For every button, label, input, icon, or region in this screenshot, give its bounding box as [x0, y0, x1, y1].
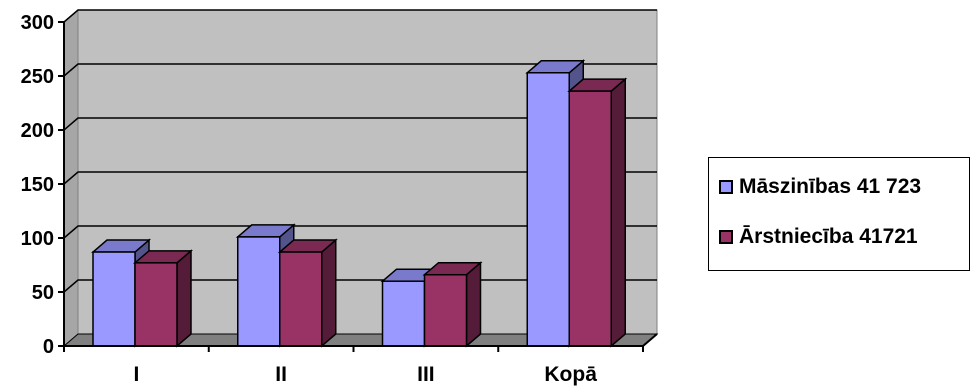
gridlines: [63, 9, 657, 293]
y-tick-label-3: 150: [21, 174, 54, 196]
bar-1-4: [526, 72, 570, 347]
y-tick-label-4: 200: [21, 120, 54, 142]
bar-2-4: [568, 90, 612, 347]
bar-1-1: [92, 251, 136, 347]
bar-2-1: [134, 262, 178, 347]
gridline-5: [63, 63, 657, 77]
legend-item-series-2: Ārstniecība 41721: [719, 222, 918, 252]
y-tick-label-6: 300: [21, 12, 54, 34]
y-tick-label-0: 0: [43, 336, 54, 358]
bar-2-2: [279, 251, 323, 347]
legend-label-series-2: Ārstniecība 41721: [739, 225, 918, 248]
y-tick-label-2: 100: [21, 228, 54, 250]
legend-swatch-series-2: [719, 230, 733, 244]
bar-2-1-side: [176, 249, 192, 348]
y-tick-label-1: 50: [32, 282, 54, 304]
x-axis-ticks: I II III Kopā: [63, 346, 644, 386]
bar-2-4-side: [610, 77, 626, 348]
bar-1-3: [381, 280, 426, 347]
y-axis-ticks: 0 50 100 150 200 250 300: [21, 12, 64, 358]
y-tick-label-5: 250: [21, 66, 54, 88]
x-tick-label-2: II: [275, 363, 287, 386]
bar-2-3-side: [465, 261, 482, 348]
bar-2-2-side: [321, 238, 337, 348]
x-tick-label-1: I: [133, 363, 139, 386]
gridline-4: [63, 117, 657, 131]
legend-swatch-series-1: [719, 180, 733, 194]
gridline-2: [63, 225, 657, 239]
legend-item-series-1: Māszinības 41 723: [719, 172, 921, 202]
x-tick-label-3: III: [417, 363, 435, 386]
gridline-6: [63, 9, 657, 23]
gridline-3: [63, 171, 657, 185]
legend: Māszinības 41 723 Ārstniecība 41721: [708, 157, 970, 271]
bars: [90, 59, 628, 348]
bar-2-3: [423, 273, 468, 347]
legend-label-series-1: Māszinības 41 723: [739, 175, 922, 198]
bar-1-2: [237, 236, 281, 347]
x-axis-end: [642, 333, 658, 347]
x-tick-label-4: Kopā: [544, 363, 597, 386]
